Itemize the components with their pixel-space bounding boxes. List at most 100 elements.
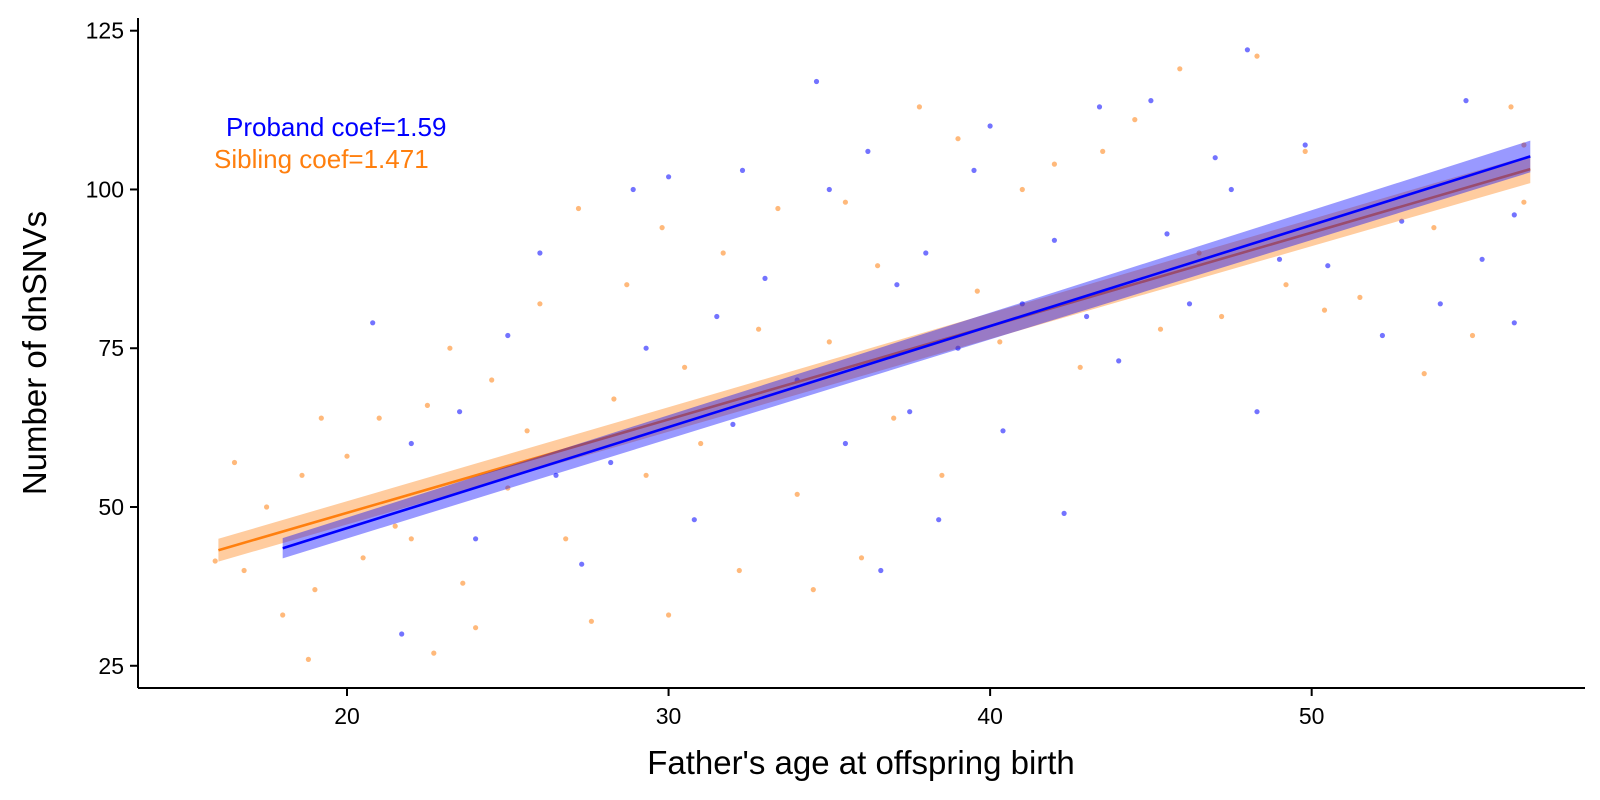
- proband-point-25: [907, 409, 913, 415]
- proband-point-20: [826, 186, 832, 193]
- proband-point-31: [1000, 428, 1006, 434]
- sibling-point-56: [1196, 250, 1202, 256]
- sibling-point-57: [1219, 313, 1225, 320]
- proband-point-50: [1437, 301, 1443, 307]
- proband-point-42: [1228, 186, 1234, 193]
- sibling-point-37: [794, 491, 800, 497]
- x-tick-label-50: 50: [1299, 703, 1325, 729]
- sibling-point-50: [1051, 161, 1057, 167]
- sibling-point-32: [698, 440, 704, 447]
- sibling-point-22: [537, 301, 543, 307]
- point-layer: [212, 47, 1527, 663]
- sibling-point-64: [1431, 225, 1437, 231]
- sibling-point-11: [376, 415, 382, 421]
- sibling-point-31: [682, 364, 688, 370]
- sibling-point-5: [299, 472, 305, 478]
- proband-point-0: [370, 320, 376, 326]
- sibling-point-41: [858, 555, 865, 561]
- sibling-point-26: [611, 396, 617, 402]
- y-ticks: 25 50 75 100 125: [86, 18, 138, 679]
- sibling-point-8: [318, 415, 324, 421]
- proband-point-47: [1325, 263, 1331, 269]
- proband-fit-line: [282, 155, 1531, 550]
- y-axis-title: Number of dnSNVs: [16, 211, 53, 495]
- sibling-point-10: [360, 555, 366, 561]
- proband-point-23: [878, 567, 884, 574]
- sibling-point-1: [231, 459, 238, 466]
- proband-point-24: [894, 282, 900, 288]
- proband-point-46: [1302, 142, 1308, 148]
- proband-point-44: [1254, 409, 1260, 415]
- proband-point-3: [457, 409, 463, 415]
- proband-point-10: [630, 186, 636, 193]
- x-axis-title: Father's age at offspring birth: [647, 744, 1075, 781]
- sibling-point-29: [659, 225, 665, 231]
- proband-point-14: [714, 313, 720, 320]
- sibling-point-65: [1469, 332, 1476, 339]
- sibling-point-0: [212, 558, 218, 564]
- sibling-point-49: [1019, 186, 1025, 193]
- proband-point-35: [1084, 313, 1090, 320]
- sibling-point-53: [1132, 117, 1138, 123]
- sibling-point-9: [344, 453, 350, 459]
- proband-point-48: [1379, 332, 1385, 339]
- sibling-point-61: [1321, 307, 1328, 313]
- proband-point-52: [1479, 256, 1485, 262]
- proband-point-53: [1511, 320, 1517, 326]
- sibling-point-27: [624, 282, 630, 288]
- sibling-point-30: [666, 612, 672, 618]
- sibling-point-34: [736, 567, 742, 574]
- sibling-point-4: [280, 612, 286, 618]
- sibling-point-33: [720, 250, 726, 256]
- proband-point-29: [971, 167, 977, 173]
- sibling-point-60: [1302, 148, 1308, 154]
- sibling-point-45: [939, 472, 945, 478]
- proband-point-39: [1164, 231, 1170, 237]
- proband-point-38: [1148, 98, 1154, 104]
- sibling-point-66: [1508, 104, 1514, 110]
- sibling-point-3: [264, 504, 270, 510]
- y-tick-label-125: 125: [86, 18, 124, 44]
- sibling-point-42: [875, 263, 881, 269]
- sibling-point-51: [1077, 364, 1083, 370]
- proband-point-1: [399, 631, 405, 637]
- sibling-point-17: [460, 580, 466, 586]
- sibling-point-63: [1421, 371, 1427, 377]
- proband-point-21: [842, 440, 849, 447]
- sibling-point-20: [505, 485, 511, 491]
- proband-point-41: [1212, 155, 1218, 161]
- sibling-point-46: [955, 136, 961, 142]
- sibling-point-62: [1357, 294, 1363, 300]
- proband-point-12: [666, 174, 672, 180]
- proband-point-8: [579, 561, 585, 567]
- sibling-point-67: [1521, 142, 1527, 148]
- sibling-point-7: [312, 587, 318, 593]
- proband-point-32: [1019, 301, 1025, 307]
- proband-point-15: [730, 421, 736, 427]
- sibling-point-54: [1157, 326, 1164, 332]
- sibling-point-68: [1521, 199, 1527, 205]
- sibling-point-35: [756, 326, 762, 332]
- sibling-point-24: [575, 205, 582, 212]
- proband-point-26: [923, 250, 929, 256]
- sibling-point-18: [473, 625, 479, 631]
- sibling-point-19: [489, 377, 495, 383]
- proband-point-37: [1116, 358, 1122, 364]
- proband-point-22: [865, 148, 871, 154]
- sibling-point-21: [524, 428, 530, 434]
- proband-coef-annotation: Proband coef=1.59: [226, 112, 446, 142]
- proband-point-33: [1061, 510, 1067, 516]
- x-tick-label-30: 30: [656, 703, 682, 729]
- sibling-point-16: [447, 345, 453, 351]
- sibling-fit-line: [218, 167, 1531, 552]
- proband-point-19: [813, 78, 820, 85]
- sibling-point-43: [891, 415, 897, 421]
- y-tick-label-25: 25: [98, 653, 124, 679]
- proband-point-16: [739, 167, 746, 173]
- x-ticks: 20 30 40 50: [334, 688, 1324, 729]
- proband-point-51: [1463, 98, 1469, 104]
- proband-point-2: [408, 440, 414, 447]
- proband-point-9: [608, 459, 614, 466]
- sibling-point-14: [424, 402, 430, 408]
